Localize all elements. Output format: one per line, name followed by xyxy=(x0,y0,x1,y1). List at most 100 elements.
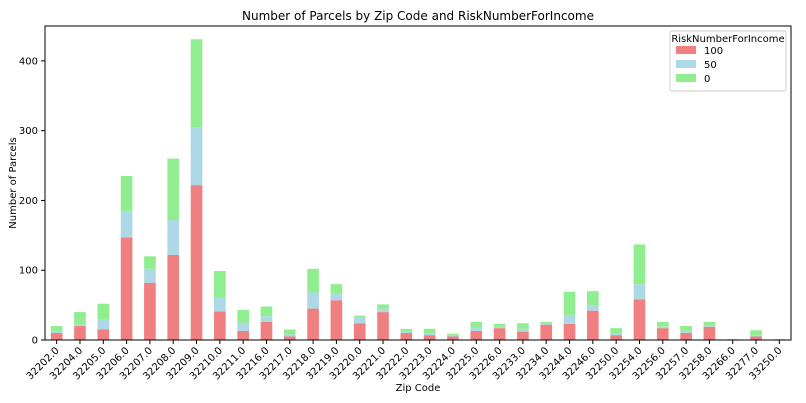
bar-segment-32254.0-series-50 xyxy=(633,284,646,300)
bar-segment-32246.0-series-50 xyxy=(587,305,599,311)
y-axis: 0 100 200 300 400 xyxy=(19,56,45,347)
bar-segment-32219.0-series-50 xyxy=(330,293,343,301)
bar-segment-32204.0-series-100 xyxy=(74,326,86,340)
y-tick-label: 200 xyxy=(19,196,38,207)
bar-segment-32233.0-series-100 xyxy=(517,331,529,340)
bar-segment-32208.0-series-0 xyxy=(167,158,180,220)
bar-segment-32220.0-series-50 xyxy=(353,317,366,324)
bar-segment-32222.0-series-0 xyxy=(400,328,413,332)
legend-entry-100: 100 xyxy=(704,46,723,57)
legend: RiskNumberForIncome 100 50 0 xyxy=(669,30,787,92)
bar-segment-32233.0-series-50 xyxy=(517,328,529,332)
bar-segment-32210.0-series-50 xyxy=(214,297,226,312)
bar-segment-32211.0-series-100 xyxy=(237,330,249,340)
bar-segment-32256.0-series-100 xyxy=(656,328,669,340)
bar-segment-32254.0-series-100 xyxy=(633,299,646,340)
bar-segment-32234.0-series-100 xyxy=(540,324,553,340)
bar-segment-32256.0-series-50 xyxy=(656,326,669,329)
bar-segment-32257.0-series-100 xyxy=(680,333,692,340)
bar-segment-32220.0-series-0 xyxy=(353,315,366,318)
bar-segment-32219.0-series-0 xyxy=(330,284,343,294)
bar-segment-32207.0-series-100 xyxy=(144,282,156,340)
bar-segment-32221.0-series-50 xyxy=(377,308,389,313)
bar-segment-32250.0-series-50 xyxy=(610,333,622,336)
bar-segment-32218.0-series-0 xyxy=(307,268,319,293)
bar-segment-32258.0-series-0 xyxy=(703,321,716,326)
bar-segment-32258.0-series-50 xyxy=(703,325,716,327)
bar-segment-32208.0-series-100 xyxy=(167,254,180,340)
bar-segment-32250.0-series-100 xyxy=(610,335,622,340)
bar-segment-32277.0-series-0 xyxy=(750,330,762,336)
bar-segment-32257.0-series-0 xyxy=(680,326,692,331)
bar-segment-32225.0-series-100 xyxy=(470,330,483,340)
bar-segment-32209.0-series-50 xyxy=(190,127,203,186)
bar-segment-32205.0-series-100 xyxy=(97,329,110,340)
bar-segment-32223.0-series-100 xyxy=(423,335,436,340)
bar-segment-32207.0-series-0 xyxy=(144,256,156,269)
plot-frame xyxy=(44,25,792,341)
bar-segment-32246.0-series-0 xyxy=(587,291,599,306)
bar-segment-32218.0-series-50 xyxy=(307,292,319,309)
legend-title: RiskNumberForIncome xyxy=(671,34,784,45)
legend-box xyxy=(669,30,787,92)
bar-segment-32225.0-series-50 xyxy=(470,327,483,331)
bar-segment-32222.0-series-50 xyxy=(400,331,413,334)
x-axis: 32202.032204.032205.032206.032207.032208… xyxy=(25,340,784,382)
bar-segment-32223.0-series-0 xyxy=(423,328,436,334)
y-tick-label: 100 xyxy=(19,266,38,277)
bar-segment-32246.0-series-100 xyxy=(587,310,599,340)
bar-segment-32257.0-series-50 xyxy=(680,330,692,334)
bar-segment-32204.0-series-50 xyxy=(74,324,86,327)
chart-title: Number of Parcels by Zip Code and RiskNu… xyxy=(242,9,594,23)
bar-segment-32219.0-series-100 xyxy=(330,300,343,340)
bar-segment-32202.0-series-0 xyxy=(50,326,63,331)
bar-segment-32225.0-series-0 xyxy=(470,321,483,328)
legend-swatch-0 xyxy=(676,74,696,82)
bar-segment-32216.0-series-100 xyxy=(260,321,273,340)
legend-entry-0: 0 xyxy=(704,74,710,85)
bar-segment-32217.0-series-100 xyxy=(283,336,296,340)
bar-segment-32222.0-series-100 xyxy=(400,333,413,340)
bar-segment-32224.0-series-0 xyxy=(447,333,459,336)
bar-segment-32217.0-series-50 xyxy=(283,334,296,337)
bar-segment-32224.0-series-50 xyxy=(447,335,459,337)
bar-segment-32226.0-series-0 xyxy=(493,323,506,327)
bar-segment-32210.0-series-100 xyxy=(214,311,226,340)
bar-segment-32234.0-series-0 xyxy=(540,321,553,324)
bar-segment-32277.0-series-100 xyxy=(750,336,762,340)
bar-segment-32217.0-series-0 xyxy=(283,329,296,335)
y-tick-label: 300 xyxy=(19,126,38,137)
bar-segment-32216.0-series-0 xyxy=(260,306,273,317)
bar-segment-32256.0-series-0 xyxy=(656,321,669,327)
y-axis-label: Number of Parcels xyxy=(8,137,19,228)
bar-segment-32206.0-series-50 xyxy=(120,210,133,238)
legend-swatch-50 xyxy=(676,60,696,68)
bar-segment-32207.0-series-50 xyxy=(144,268,156,283)
bar-segment-32211.0-series-50 xyxy=(237,322,249,331)
bar-segment-32206.0-series-100 xyxy=(120,237,133,340)
legend-entry-50: 50 xyxy=(704,60,717,71)
bar-segment-32223.0-series-50 xyxy=(423,333,436,336)
y-tick-label: 400 xyxy=(19,56,38,67)
bar-segment-32209.0-series-100 xyxy=(190,185,203,340)
bar-segment-32226.0-series-50 xyxy=(493,326,506,329)
bar-segment-32204.0-series-0 xyxy=(74,312,86,325)
bar-segment-32206.0-series-0 xyxy=(120,176,133,211)
bar-segment-32218.0-series-100 xyxy=(307,308,319,340)
bar-segment-32244.0-series-50 xyxy=(563,314,576,324)
bar-segment-32220.0-series-100 xyxy=(353,323,366,340)
bar-segment-32210.0-series-0 xyxy=(214,270,226,298)
bar-segment-32202.0-series-50 xyxy=(50,330,63,334)
bar-segment-32244.0-series-100 xyxy=(563,323,576,340)
bar-segment-32221.0-series-100 xyxy=(377,312,389,340)
bar-segment-32258.0-series-100 xyxy=(703,326,716,340)
x-axis-label: Zip Code xyxy=(396,383,441,394)
bar-segment-32202.0-series-100 xyxy=(50,333,63,340)
bar-segment-32209.0-series-0 xyxy=(190,39,203,128)
bar-segment-32205.0-series-50 xyxy=(97,319,110,330)
bar-segment-32226.0-series-100 xyxy=(493,328,506,340)
y-tick-label: 0 xyxy=(32,336,38,347)
bars-group xyxy=(50,39,786,340)
bar-segment-32277.0-series-50 xyxy=(750,335,762,337)
legend-swatch-100 xyxy=(676,46,696,54)
